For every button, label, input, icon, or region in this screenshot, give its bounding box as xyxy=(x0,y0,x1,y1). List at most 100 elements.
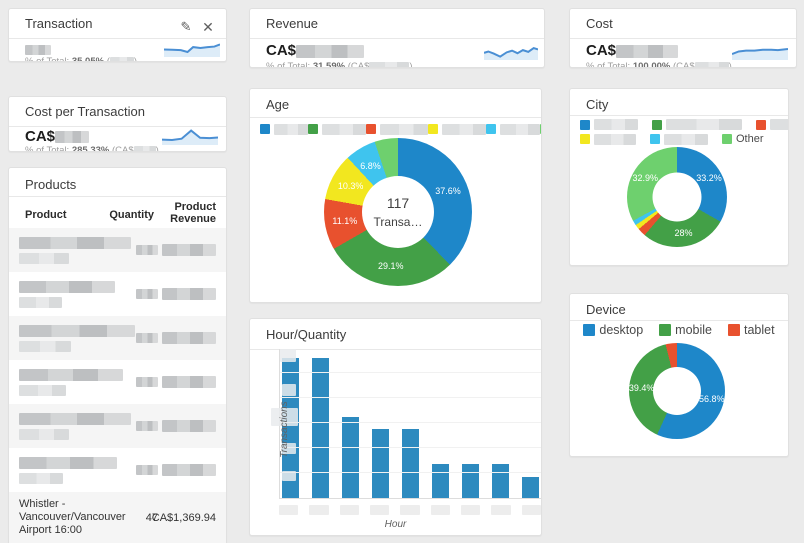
legend-item[interactable] xyxy=(580,133,636,145)
cost-card[interactable]: Cost CA$ % of Total: 100.00% (CA$) xyxy=(569,8,797,68)
divider xyxy=(250,117,541,118)
table-row[interactable] xyxy=(9,448,226,492)
divider xyxy=(250,38,544,39)
legend-swatch xyxy=(260,124,270,134)
sparkline xyxy=(162,127,218,145)
big-value: CA$ xyxy=(586,42,679,59)
legend-item[interactable]: 65+ xyxy=(540,123,541,135)
card-title: Transaction xyxy=(25,16,93,31)
legend-item[interactable] xyxy=(756,119,788,130)
device-legend: desktop mobile tablet xyxy=(580,323,778,337)
slice-percent-label: 32.9% xyxy=(632,173,658,184)
redacted-quantity xyxy=(136,289,158,299)
redacted-y-tick xyxy=(271,408,298,426)
y-axis-label: Transactions xyxy=(278,401,290,458)
redacted-legend-label xyxy=(770,119,788,130)
legend-label: tablet xyxy=(744,323,775,337)
legend-item[interactable] xyxy=(580,119,638,130)
legend-item[interactable] xyxy=(428,123,486,135)
legend-item[interactable] xyxy=(652,119,742,130)
bar[interactable] xyxy=(492,464,509,498)
card-title: Cost per Transaction xyxy=(25,104,145,119)
legend-item[interactable] xyxy=(260,123,308,135)
table-row[interactable]: Whistler - Vancouver/Vancouver Airport 1… xyxy=(9,492,226,543)
hour-bar-chart[interactable] xyxy=(271,349,541,499)
x-axis-redacted-ticks xyxy=(279,505,541,515)
legend-swatch xyxy=(722,134,732,144)
device-card[interactable]: Device desktop mobile tablet 56.8% 39.4% xyxy=(569,293,789,457)
redacted-legend-label xyxy=(594,119,638,130)
bar[interactable] xyxy=(342,416,359,498)
bar[interactable] xyxy=(312,358,329,498)
legend-swatch xyxy=(366,124,376,134)
legend-item[interactable]: Other xyxy=(722,133,764,145)
legend-label: desktop xyxy=(599,323,644,337)
bar[interactable] xyxy=(372,429,389,498)
city-legend: Other xyxy=(580,119,788,145)
card-title: Device xyxy=(586,302,626,317)
table-row[interactable] xyxy=(9,360,226,404)
device-donut-chart[interactable]: 56.8% 39.4% xyxy=(629,343,725,439)
card-title: Products xyxy=(25,177,77,192)
revenue-card[interactable]: Revenue CA$ % of Total: 31.59% (CA$) xyxy=(249,8,545,68)
redacted-x-tick xyxy=(279,505,299,515)
legend-item[interactable] xyxy=(486,123,540,135)
divider xyxy=(9,126,226,127)
hour-quantity-card[interactable]: Hour/Quantity Transactions Hour xyxy=(249,318,542,536)
product-quantity: 47 xyxy=(145,511,158,524)
percent-of-total: % of Total: 100.00% (CA$) xyxy=(586,61,732,67)
x-axis-label: Hour xyxy=(384,519,407,530)
redacted-legend-label xyxy=(442,123,486,135)
bar[interactable] xyxy=(462,464,479,498)
redacted-value xyxy=(694,62,729,67)
legend-item[interactable]: tablet xyxy=(728,323,775,337)
legend-swatch xyxy=(652,119,662,130)
donut-center-value: 117 xyxy=(386,195,410,211)
table-row[interactable] xyxy=(9,228,226,272)
redacted-quantity xyxy=(136,333,158,343)
slice-percent-label: 6.8% xyxy=(360,160,381,171)
table-row[interactable] xyxy=(9,272,226,316)
redacted-revenue xyxy=(162,376,216,388)
legend-item[interactable]: desktop xyxy=(583,323,643,337)
legend-swatch xyxy=(659,324,672,336)
redacted-x-tick xyxy=(460,505,481,515)
age-card[interactable]: Age 65+ 117 Transa… 37.6% 29.1% 11.1% 10.3%… xyxy=(249,88,542,303)
redacted-quantity xyxy=(136,377,158,387)
redacted-quantity xyxy=(136,245,158,255)
age-donut-chart[interactable]: 117 Transa… 37.6% 29.1% 11.1% 10.3% 6.8% xyxy=(324,138,472,286)
redacted-revenue xyxy=(162,464,216,476)
bar[interactable] xyxy=(522,477,539,498)
divider xyxy=(570,38,796,39)
close-icon[interactable]: ✕ xyxy=(202,19,214,35)
card-title: Age xyxy=(266,97,290,112)
legend-item[interactable] xyxy=(650,133,708,145)
table-row[interactable] xyxy=(9,316,226,360)
redacted-product-name xyxy=(19,325,135,337)
redacted-product-name xyxy=(19,341,72,352)
divider xyxy=(570,115,788,116)
city-card[interactable]: City Other 33.2% 28% 32.9% xyxy=(569,88,789,266)
legend-swatch xyxy=(583,324,596,336)
transaction-card[interactable]: Transaction ✎ ✕ % of Total: 35.05% () xyxy=(8,8,227,62)
legend-item[interactable]: mobile xyxy=(659,323,712,337)
product-name: Whistler - Vancouver/Vancouver Airport 1… xyxy=(19,498,126,536)
legend-item[interactable] xyxy=(308,123,366,135)
products-card[interactable]: Products Product Quantity Product Revenu… xyxy=(8,167,227,543)
table-row[interactable] xyxy=(9,404,226,448)
legend-item[interactable] xyxy=(366,123,428,135)
bar[interactable] xyxy=(402,429,419,498)
legend-swatch xyxy=(428,124,438,134)
cost-per-transaction-card[interactable]: Cost per Transaction CA$ % of Total: 285… xyxy=(8,96,227,152)
card-title: Cost xyxy=(586,16,613,31)
column-header-quantity: Quantity xyxy=(109,209,154,221)
edit-icon[interactable]: ✎ xyxy=(180,19,192,34)
legend-swatch xyxy=(540,124,541,134)
divider xyxy=(9,196,226,197)
bar[interactable] xyxy=(432,464,449,498)
products-table-body: Whistler - Vancouver/Vancouver Airport 1… xyxy=(9,228,226,543)
redacted-product-name xyxy=(19,369,123,381)
age-legend: 65+ xyxy=(260,123,541,135)
city-donut-chart[interactable]: 33.2% 28% 32.9% xyxy=(627,147,727,247)
sparkline xyxy=(164,39,220,57)
